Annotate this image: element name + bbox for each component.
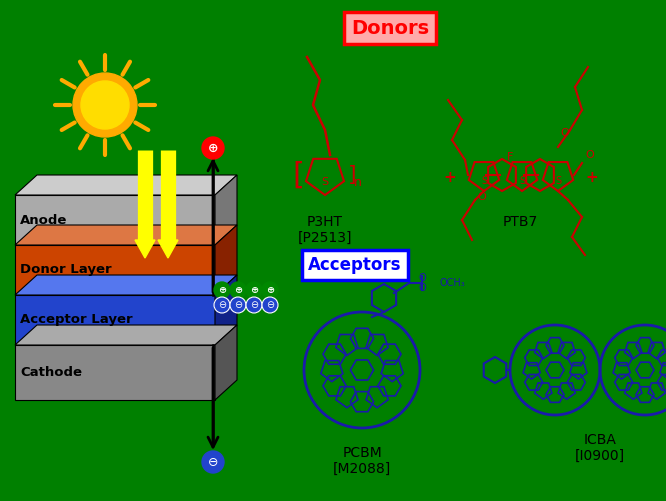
Text: Anode: Anode bbox=[20, 213, 67, 226]
Polygon shape bbox=[215, 275, 237, 345]
Text: OCH₃: OCH₃ bbox=[439, 278, 465, 288]
Polygon shape bbox=[215, 175, 237, 245]
Circle shape bbox=[73, 73, 137, 137]
Circle shape bbox=[81, 81, 129, 129]
Text: S: S bbox=[481, 175, 487, 185]
Text: F: F bbox=[507, 152, 513, 162]
Text: Acceptor Layer: Acceptor Layer bbox=[20, 314, 133, 327]
Text: O: O bbox=[585, 150, 594, 160]
Circle shape bbox=[230, 282, 246, 298]
Text: ⊖: ⊖ bbox=[234, 300, 242, 310]
Polygon shape bbox=[15, 245, 215, 295]
Text: O: O bbox=[418, 273, 426, 283]
Text: ⊕: ⊕ bbox=[234, 285, 242, 295]
Text: ⊖: ⊖ bbox=[266, 300, 274, 310]
Text: O: O bbox=[478, 192, 486, 202]
Text: Donor Layer: Donor Layer bbox=[20, 264, 112, 277]
Polygon shape bbox=[15, 295, 215, 345]
Text: ⊖: ⊖ bbox=[208, 455, 218, 468]
Polygon shape bbox=[15, 345, 215, 400]
Polygon shape bbox=[15, 175, 237, 195]
Text: ⊖: ⊖ bbox=[250, 300, 258, 310]
Circle shape bbox=[214, 282, 230, 298]
Polygon shape bbox=[215, 225, 237, 295]
Text: ⊕: ⊕ bbox=[218, 285, 226, 295]
Circle shape bbox=[246, 297, 262, 313]
Text: ICBA
[I0900]: ICBA [I0900] bbox=[575, 433, 625, 463]
Polygon shape bbox=[15, 225, 237, 245]
Circle shape bbox=[262, 282, 278, 298]
Text: S: S bbox=[322, 177, 328, 187]
Polygon shape bbox=[15, 325, 237, 345]
Text: ⊖: ⊖ bbox=[218, 300, 226, 310]
Text: O: O bbox=[418, 283, 426, 293]
Text: ]: ] bbox=[348, 165, 356, 185]
Text: ⊕: ⊕ bbox=[250, 285, 258, 295]
Text: +: + bbox=[444, 169, 456, 184]
Text: n: n bbox=[354, 176, 362, 189]
Text: Cathode: Cathode bbox=[20, 366, 82, 379]
Circle shape bbox=[214, 297, 230, 313]
Polygon shape bbox=[15, 275, 237, 295]
Text: S: S bbox=[555, 175, 561, 185]
Text: PTB7: PTB7 bbox=[502, 215, 537, 229]
Circle shape bbox=[202, 451, 224, 473]
Text: Donors: Donors bbox=[351, 19, 429, 38]
Circle shape bbox=[230, 297, 246, 313]
Circle shape bbox=[262, 297, 278, 313]
Text: [: [ bbox=[292, 160, 304, 189]
Text: S: S bbox=[519, 175, 525, 185]
Polygon shape bbox=[135, 240, 155, 258]
Circle shape bbox=[202, 137, 224, 159]
Text: +: + bbox=[585, 169, 598, 184]
Polygon shape bbox=[215, 325, 237, 400]
Text: PCBM
[M2088]: PCBM [M2088] bbox=[333, 446, 391, 476]
Polygon shape bbox=[158, 240, 178, 258]
Text: P3HT
[P2513]: P3HT [P2513] bbox=[298, 215, 352, 245]
Text: Acceptors: Acceptors bbox=[308, 256, 402, 274]
Circle shape bbox=[246, 282, 262, 298]
Text: ⊕: ⊕ bbox=[208, 141, 218, 154]
Text: ⊕: ⊕ bbox=[266, 285, 274, 295]
Text: O: O bbox=[561, 128, 569, 138]
Polygon shape bbox=[15, 195, 215, 245]
